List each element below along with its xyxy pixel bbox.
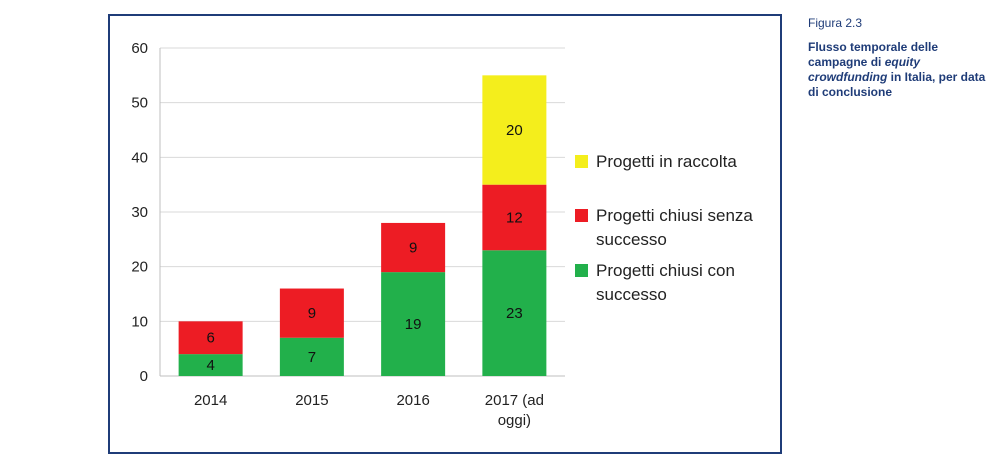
x-tick-label: 2014	[194, 392, 227, 409]
x-tick-label: 2016	[396, 392, 429, 409]
bar-value-label: 20	[506, 122, 523, 139]
legend-swatch	[575, 155, 588, 168]
x-tick-label: 2015	[295, 392, 328, 409]
legend-label: successo	[596, 230, 667, 249]
bar-value-label: 9	[409, 240, 417, 257]
y-tick-label: 0	[140, 368, 148, 385]
figure-caption: Figura 2.3 Flusso temporale delle campag…	[808, 16, 993, 100]
x-tick-label: 2017 (ad	[485, 392, 544, 409]
y-tick-label: 10	[131, 313, 148, 330]
bar-value-label: 9	[308, 305, 316, 322]
x-tick-label: oggi)	[498, 412, 531, 429]
legend-label: successo	[596, 285, 667, 304]
bar-segment	[178, 354, 243, 376]
legend-swatch	[575, 209, 588, 222]
y-tick-label: 50	[131, 95, 148, 112]
bar-value-label: 23	[506, 305, 523, 322]
bar-value-label: 6	[206, 330, 214, 347]
y-tick-label: 60	[131, 40, 148, 57]
chart-frame: 0 10 20 30 40 50 60 4 6 2014 7 9 2015 19 9 2016 23 12 20 20…	[108, 14, 782, 454]
bar-value-label: 7	[308, 349, 316, 366]
bar-segment	[279, 288, 344, 338]
bar-value-label: 4	[206, 357, 214, 374]
stacked-bar-chart: 0 10 20 30 40 50 60 4 6 2014 7 9 2015 19 9 2016 23 12 20 20…	[131, 40, 753, 429]
legend-label: Progetti chiusi con	[596, 261, 735, 280]
y-tick-label: 20	[131, 259, 148, 276]
figure-title-part1: Flusso temporale delle campagne di	[808, 40, 939, 69]
figure-label: Figura 2.3	[808, 16, 863, 30]
legend-label: Progetti chiusi senza	[596, 206, 753, 225]
figure-title-italic: equity crowdfunding	[808, 55, 921, 84]
figure-title: Flusso temporale delle campagne di equit…	[808, 40, 993, 100]
bar-segment	[381, 222, 446, 273]
y-tick-label: 40	[131, 149, 148, 166]
bar-segment	[178, 321, 243, 355]
bar-segment	[482, 184, 547, 251]
legend-label: Progetti in raccolta	[596, 152, 737, 171]
bar-segment	[482, 75, 547, 185]
legend-swatch	[575, 264, 588, 277]
bar-value-label: 19	[405, 316, 422, 333]
bar-segment	[381, 272, 446, 376]
bar-segment	[482, 250, 547, 376]
y-tick-label: 30	[131, 204, 148, 221]
figure-title-part2: in Italia, per data di conclusione	[808, 70, 986, 99]
bar-value-label: 12	[506, 209, 523, 226]
bar-segment	[279, 337, 344, 376]
